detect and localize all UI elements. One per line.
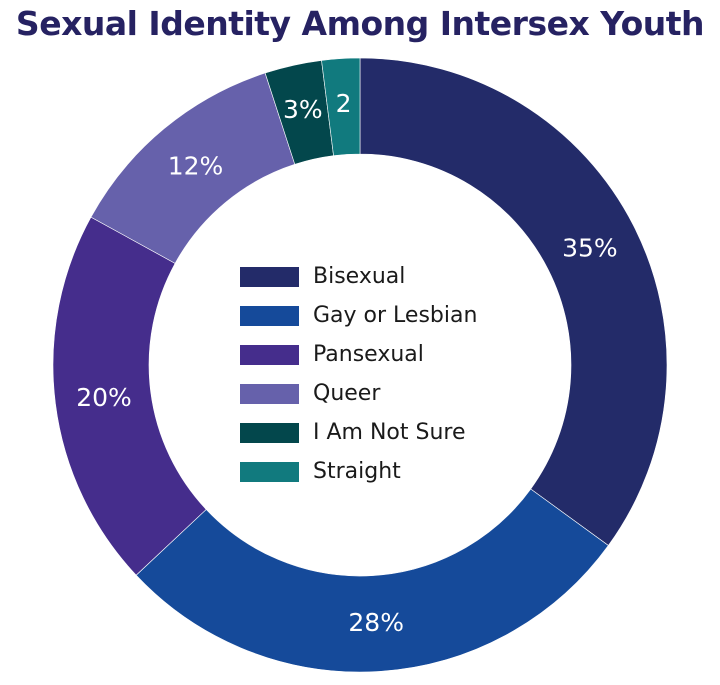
slice-label: 20% bbox=[76, 383, 132, 412]
legend-item-pansexual: Pansexual bbox=[240, 335, 477, 374]
legend-label: Queer bbox=[313, 381, 381, 406]
legend-swatch bbox=[240, 305, 299, 326]
legend-item-gay-or-lesbian: Gay or Lesbian bbox=[240, 296, 477, 335]
slice-label: 12% bbox=[168, 152, 224, 181]
donut-slice-straight bbox=[321, 57, 361, 156]
legend-label: I Am Not Sure bbox=[313, 420, 466, 445]
chart-title: Sexual Identity Among Intersex Youth bbox=[15, 4, 705, 43]
legend-item-bisexual: Bisexual bbox=[240, 257, 477, 296]
slice-label: 3% bbox=[283, 95, 323, 124]
donut-slice-gay-or-lesbian bbox=[135, 488, 609, 673]
legend-swatch bbox=[240, 461, 299, 482]
legend-swatch bbox=[240, 422, 299, 443]
slice-label: 35% bbox=[562, 233, 618, 262]
legend-item-straight: Straight bbox=[240, 452, 477, 491]
legend-label: Pansexual bbox=[313, 342, 424, 367]
donut-slice-bisexual bbox=[359, 57, 668, 546]
legend-label: Gay or Lesbian bbox=[313, 303, 478, 328]
legend-label: Bisexual bbox=[313, 264, 406, 289]
legend-swatch bbox=[240, 383, 299, 404]
legend-item-queer: Queer bbox=[240, 374, 477, 413]
donut-slice-pansexual bbox=[52, 216, 207, 576]
legend-item-not-sure: I Am Not Sure bbox=[240, 413, 477, 452]
legend: Bisexual Gay or Lesbian Pansexual Queer … bbox=[240, 257, 477, 491]
donut-slice-labels: 35% 28% 20% 12% 3% 2 bbox=[76, 89, 617, 637]
legend-swatch bbox=[240, 344, 299, 365]
slice-label: 2 bbox=[336, 89, 352, 118]
legend-swatch bbox=[240, 266, 299, 287]
legend-label: Straight bbox=[313, 459, 401, 484]
slice-label: 28% bbox=[348, 608, 404, 637]
donut-slices bbox=[52, 57, 668, 673]
